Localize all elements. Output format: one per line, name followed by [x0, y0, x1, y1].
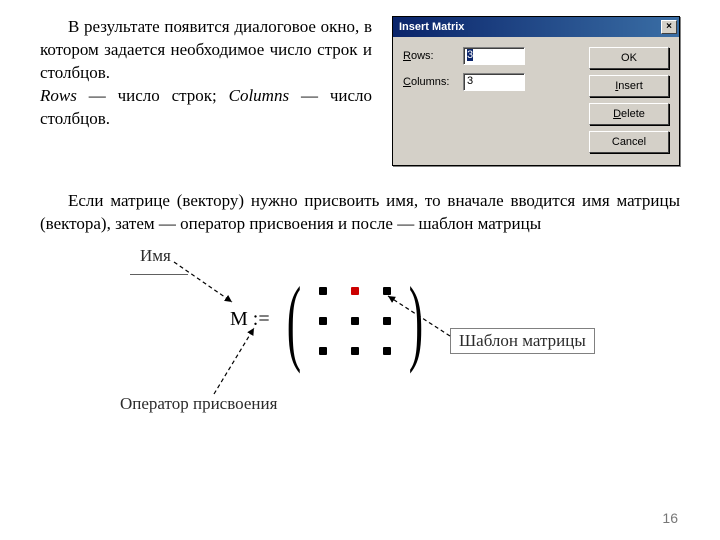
- matrix-cell: [383, 347, 391, 355]
- close-icon[interactable]: ×: [661, 20, 677, 34]
- dialog-titlebar[interactable]: Insert Matrix ×: [393, 17, 679, 37]
- matrix-cells: [310, 272, 400, 370]
- matrix-cell: [319, 347, 327, 355]
- cancel-button[interactable]: Cancel: [589, 131, 669, 153]
- rows-term: Rows: [40, 86, 77, 105]
- paren-left-icon: (: [287, 281, 301, 361]
- arrow-operator-icon: [210, 324, 270, 400]
- delete-button[interactable]: Delete: [589, 103, 669, 125]
- label-operator: Оператор присвоения: [120, 394, 277, 414]
- rows-label: Rows:: [403, 50, 457, 62]
- ok-button[interactable]: OK: [589, 47, 669, 69]
- matrix-figure: Имя Оператор присвоения Шаблон матрицы M…: [80, 246, 640, 416]
- matrix-cell: [351, 287, 359, 295]
- matrix-cell: [351, 347, 359, 355]
- page-number: 16: [662, 510, 678, 526]
- paren-right-icon: ): [409, 281, 423, 361]
- matrix-cell: [351, 317, 359, 325]
- paragraph-1: В результате появится диалоговое окно, в…: [40, 16, 372, 166]
- matrix-cell: [383, 287, 391, 295]
- rows-input[interactable]: 3: [463, 47, 525, 65]
- label-template: Шаблон матрицы: [450, 328, 595, 354]
- paragraph-2: Если матрице (вектору) нужно присвоить и…: [0, 166, 720, 236]
- arrow-name-icon: [170, 258, 250, 308]
- insert-button[interactable]: Insert: [589, 75, 669, 97]
- label-name: Имя: [140, 246, 171, 266]
- rows-def: — число строк;: [77, 86, 217, 105]
- name-underline: [130, 274, 188, 275]
- columns-label: Columns:: [403, 76, 457, 88]
- assign-op: :=: [253, 308, 270, 330]
- matrix-cell: [383, 317, 391, 325]
- matrix-template: ( ): [278, 272, 432, 370]
- insert-matrix-dialog: Insert Matrix × Rows: 3 Columns: 3 OK I: [392, 16, 680, 166]
- cols-term: Columns: [229, 86, 289, 105]
- dialog-title: Insert Matrix: [399, 21, 464, 33]
- var-name: M: [230, 308, 248, 330]
- matrix-cell: [319, 317, 327, 325]
- para1-sentence: В результате появится диалоговое окно, в…: [40, 17, 372, 82]
- matrix-assignment: M :=: [230, 308, 270, 331]
- matrix-cell: [319, 287, 327, 295]
- columns-input[interactable]: 3: [463, 73, 525, 91]
